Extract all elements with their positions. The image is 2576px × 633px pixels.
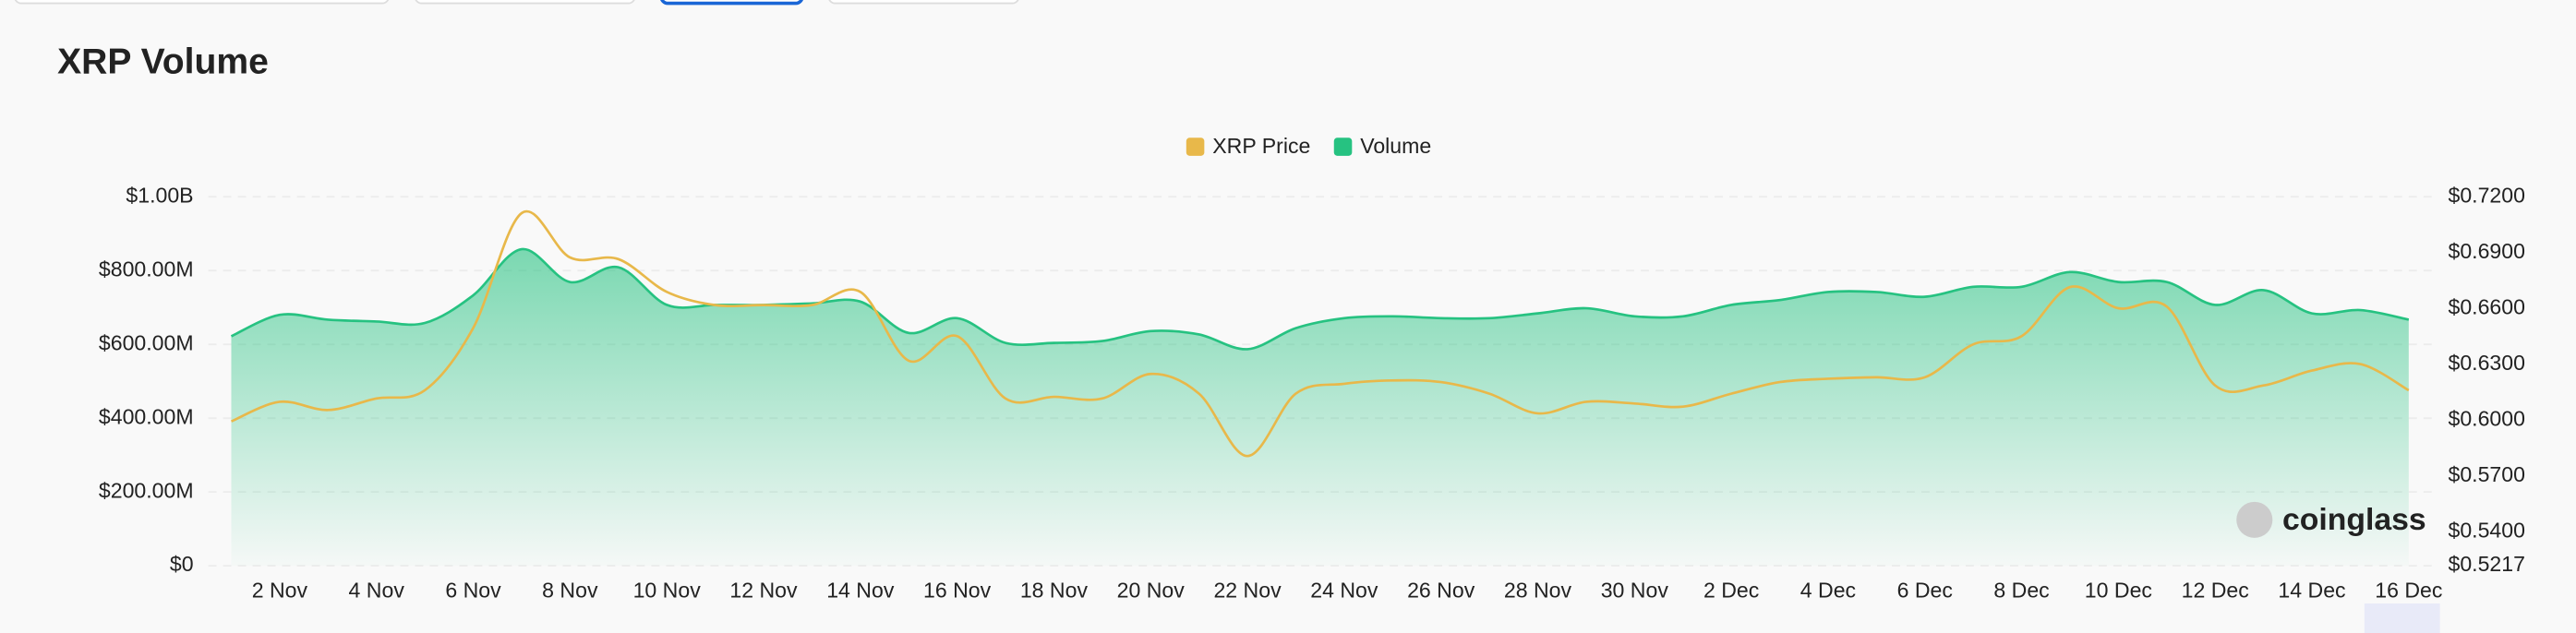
x-tick-label: 6 Dec (1897, 579, 1953, 603)
x-tick-label: 4 Dec (1800, 579, 1856, 603)
series-line (230, 247, 2410, 351)
y2-tick-label: $0.5217 (2448, 552, 2524, 576)
x-tick-label: 8 Nov (542, 579, 598, 603)
x-tick-label: 30 Nov (1601, 579, 1669, 603)
x-tick-label: 16 Dec (2375, 579, 2442, 603)
legend-swatch (1186, 137, 1205, 156)
legend-swatch (1333, 137, 1353, 156)
x-tick-label: 6 Nov (445, 579, 501, 603)
y2-tick-label: $0.5700 (2448, 462, 2524, 486)
x-tick-label: 12 Dec (2182, 579, 2249, 603)
y-tick-label: $400.00M (99, 404, 194, 428)
x-tick-label: 10 Dec (2085, 579, 2152, 603)
x-tick-label: 4 Nov (349, 579, 405, 603)
tab[interactable] (14, 0, 390, 5)
x-tick-label: 14 Dec (2278, 579, 2345, 603)
x-tick-label: 8 Dec (1993, 579, 2049, 603)
watermark-text: coinglass (2282, 502, 2426, 537)
x-tick-label: 10 Nov (633, 579, 702, 603)
volume-area (231, 248, 2409, 567)
x-tick-label: 24 Nov (1310, 579, 1378, 603)
x-tick-label: 14 Nov (826, 579, 895, 603)
x-tick-label: 22 Nov (1213, 579, 1282, 603)
x-tick-label: 18 Nov (1020, 579, 1089, 603)
legend-item[interactable]: Volume (1333, 134, 1431, 158)
y-tick-label: $800.00M (99, 257, 194, 281)
x-tick-label: 28 Nov (1504, 579, 1572, 603)
y-tick-label: $600.00M (99, 330, 194, 354)
watermark: coinglass (2236, 501, 2426, 538)
y-tick-label: $200.00M (99, 478, 194, 502)
watermark-icon (2236, 501, 2273, 538)
x-tick-label: 26 Nov (1407, 579, 1475, 603)
y2-tick-label: $0.7200 (2448, 183, 2524, 207)
y-tick-label: $1.00B (126, 183, 193, 207)
tab[interactable] (660, 0, 803, 6)
y-tick-label: $0 (170, 552, 194, 576)
y2-tick-label: $0.6600 (2448, 294, 2524, 318)
range-handle[interactable] (2364, 603, 2440, 633)
chart-title: XRP Volume (57, 42, 269, 82)
x-tick-label: 12 Nov (729, 579, 798, 603)
y2-tick-label: $0.5400 (2448, 518, 2524, 542)
legend-label: XRP Price (1212, 134, 1310, 158)
x-tick-label: 2 Dec (1703, 579, 1759, 603)
tab[interactable] (415, 0, 635, 5)
legend-item[interactable]: XRP Price (1186, 134, 1311, 158)
y2-tick-label: $0.6000 (2448, 406, 2524, 430)
y2-tick-label: $0.6300 (2448, 351, 2524, 375)
legend-label: Volume (1360, 134, 1431, 158)
tab[interactable] (828, 0, 1019, 5)
x-tick-label: 20 Nov (1117, 579, 1186, 603)
series-line (230, 209, 2410, 458)
x-tick-label: 2 Nov (252, 579, 308, 603)
y2-tick-label: $0.6900 (2448, 239, 2524, 263)
x-tick-label: 16 Nov (923, 579, 992, 603)
